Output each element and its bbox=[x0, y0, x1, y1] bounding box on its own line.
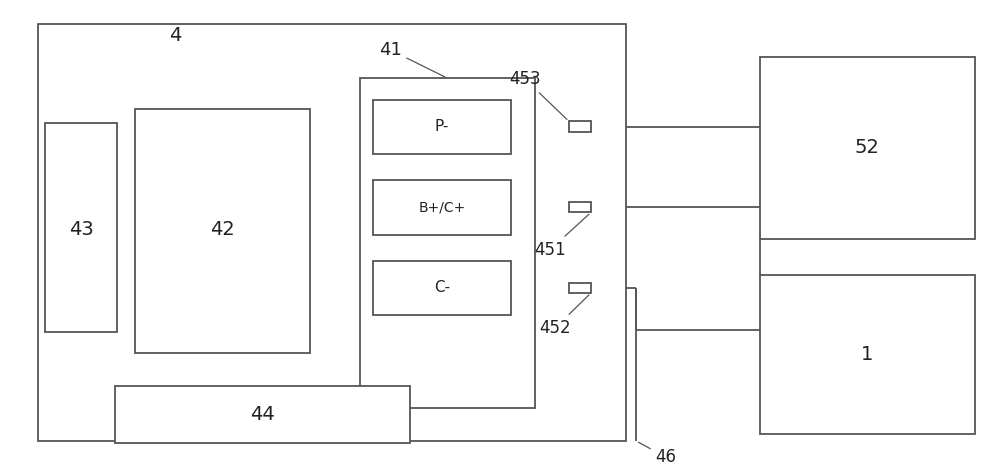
Text: 41: 41 bbox=[379, 41, 445, 77]
FancyBboxPatch shape bbox=[373, 180, 511, 235]
Text: 4: 4 bbox=[169, 26, 181, 45]
FancyBboxPatch shape bbox=[760, 57, 975, 239]
FancyBboxPatch shape bbox=[373, 261, 511, 315]
FancyBboxPatch shape bbox=[38, 24, 626, 441]
FancyBboxPatch shape bbox=[373, 100, 511, 154]
FancyBboxPatch shape bbox=[569, 202, 591, 212]
Text: 452: 452 bbox=[539, 295, 589, 337]
Text: C-: C- bbox=[434, 281, 450, 295]
FancyBboxPatch shape bbox=[760, 275, 975, 434]
Text: 46: 46 bbox=[638, 442, 676, 466]
Text: B+/C+: B+/C+ bbox=[418, 201, 466, 214]
Text: 42: 42 bbox=[210, 220, 234, 239]
Text: 453: 453 bbox=[509, 70, 567, 119]
Text: 44: 44 bbox=[250, 405, 274, 424]
Text: 43: 43 bbox=[69, 220, 93, 239]
Text: P-: P- bbox=[435, 119, 449, 134]
FancyBboxPatch shape bbox=[569, 283, 591, 293]
Text: 1: 1 bbox=[861, 345, 873, 364]
FancyBboxPatch shape bbox=[115, 386, 410, 443]
FancyBboxPatch shape bbox=[135, 109, 310, 353]
FancyBboxPatch shape bbox=[360, 78, 535, 408]
Text: 52: 52 bbox=[855, 138, 879, 157]
FancyBboxPatch shape bbox=[45, 123, 117, 332]
FancyBboxPatch shape bbox=[569, 121, 591, 132]
Text: 451: 451 bbox=[534, 214, 589, 259]
